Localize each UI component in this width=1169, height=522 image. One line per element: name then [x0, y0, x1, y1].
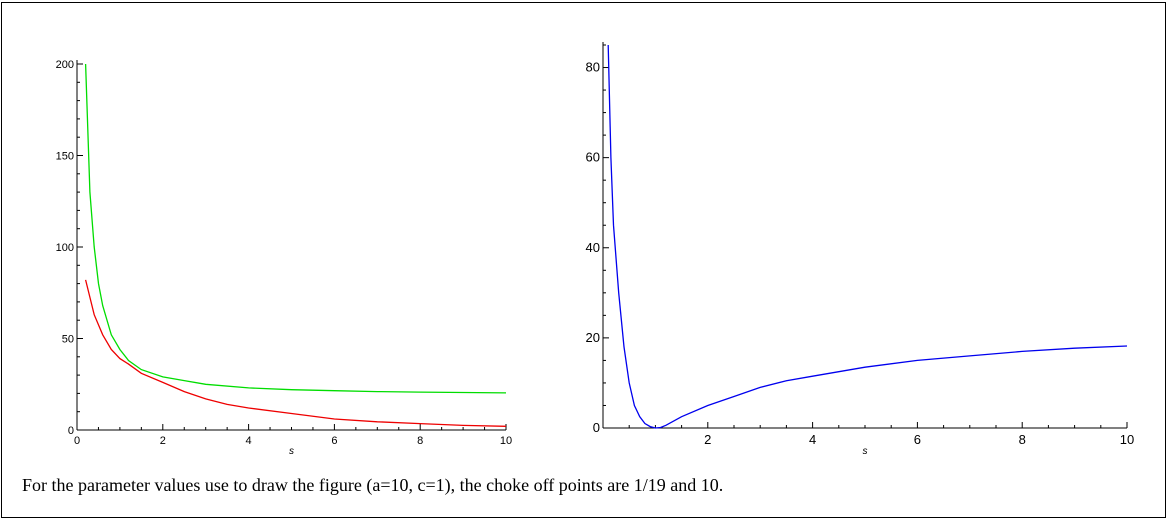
- y-tick-label: 80: [586, 60, 600, 75]
- series-line-0: [84, 63, 507, 394]
- y-tick-label: 150: [56, 151, 74, 163]
- series-line-0: [607, 44, 1128, 429]
- x-tick-label: 4: [809, 432, 816, 447]
- x-tick-label: 0: [74, 435, 80, 447]
- y-tick-label: 40: [586, 240, 600, 255]
- x-tick-label: 6: [914, 432, 921, 447]
- x-axis-label: s: [863, 446, 868, 457]
- y-tick-label: 60: [586, 150, 600, 165]
- x-tick-label: 4: [246, 435, 252, 447]
- x-tick-label: 2: [704, 432, 711, 447]
- x-tick-label: 8: [1019, 432, 1026, 447]
- series-line-1: [84, 279, 507, 427]
- x-axis-label: s: [289, 446, 294, 457]
- y-tick-label: 50: [62, 334, 74, 346]
- x-tick-label: 8: [417, 435, 423, 447]
- y-tick-label: 100: [56, 242, 74, 254]
- x-tick-label: 6: [331, 435, 337, 447]
- y-tick-label: 0: [593, 420, 600, 435]
- y-tick-label: 20: [586, 330, 600, 345]
- y-tick-label: 0: [68, 425, 74, 437]
- x-tick-label: 10: [500, 435, 512, 447]
- figure-caption: For the parameter values use to draw the…: [22, 475, 724, 495]
- x-tick-label: 2: [160, 435, 166, 447]
- x-tick-label: 10: [1120, 432, 1134, 447]
- y-tick-label: 200: [56, 59, 74, 71]
